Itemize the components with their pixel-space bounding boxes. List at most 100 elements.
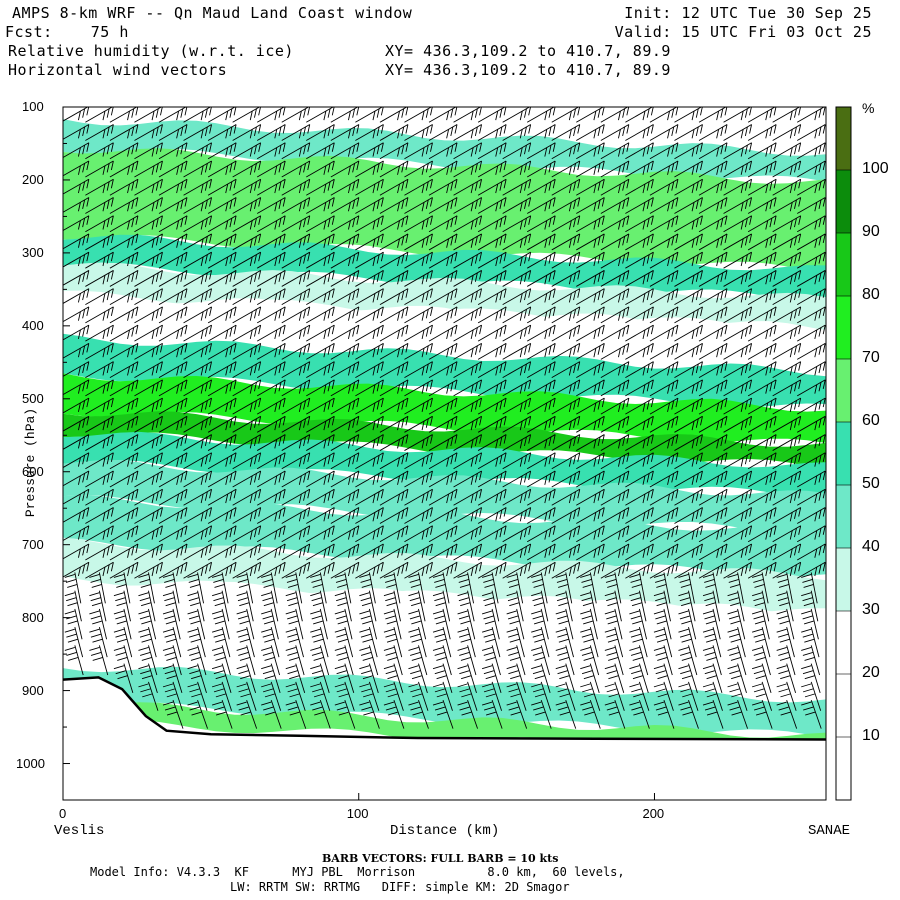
wind-barb [526, 251, 556, 269]
wind-barb [453, 415, 483, 433]
wind-barb [306, 525, 335, 543]
wind-barb [502, 288, 532, 306]
wind-barb [355, 124, 384, 141]
wind-barb [330, 525, 360, 543]
wind-barb [306, 251, 335, 269]
wind-barb [674, 324, 703, 342]
wind-barb [158, 215, 188, 233]
wind-barb [183, 470, 212, 488]
wind-barb [457, 681, 478, 711]
wind-barb [649, 215, 679, 233]
wind-barb [383, 699, 405, 729]
x-axis-label: Distance (km) [390, 823, 500, 839]
wind-barb [109, 270, 139, 287]
wind-barb [89, 572, 106, 604]
wind-barb [330, 142, 360, 160]
wind-barb [477, 324, 507, 342]
wind-barb [183, 488, 212, 506]
wind-barb [653, 572, 671, 604]
wind-barb [576, 142, 605, 160]
wind-barb [211, 663, 232, 694]
wind-barb [477, 488, 507, 506]
wind-barb [526, 397, 556, 415]
colorbar-label: 20 [862, 664, 880, 681]
wind-barb [723, 107, 752, 123]
wind-barb [531, 627, 550, 658]
wind-barb [723, 178, 753, 196]
wind-barb [428, 251, 458, 269]
wind-barb [674, 361, 703, 379]
wind-barb [674, 507, 703, 524]
wind-barb [698, 107, 728, 123]
wind-barb [502, 160, 532, 178]
wind-barb [600, 361, 630, 379]
wind-barb [310, 681, 331, 711]
wind-barb [698, 215, 728, 233]
wind-barb [183, 543, 212, 561]
wind-barb [477, 233, 507, 251]
wind-barb [64, 572, 82, 604]
wind-barb [134, 142, 163, 160]
wind-barb [772, 107, 801, 123]
wind-barb [506, 572, 524, 604]
wind-barb [649, 288, 679, 306]
wind-barb [555, 572, 573, 604]
wind-barb [747, 507, 777, 524]
wind-barb [477, 361, 507, 379]
wind-barb [649, 107, 679, 123]
wind-barb [625, 288, 654, 306]
wind-barb [134, 160, 163, 178]
wind-barb [404, 251, 433, 269]
wind-barb [801, 663, 821, 694]
wind-barb [600, 270, 630, 287]
colorbar-label: 80 [862, 286, 880, 303]
wind-barb [674, 160, 703, 178]
wind-barb [334, 572, 352, 604]
wind-barb [383, 590, 401, 622]
wind-barb [453, 178, 483, 196]
wind-barb [306, 561, 335, 579]
wind-barb [723, 124, 753, 141]
wind-barb [801, 681, 822, 711]
wind-barb [551, 434, 581, 451]
wind-barb [408, 681, 429, 711]
wind-barb [526, 306, 556, 324]
wind-barb [576, 543, 605, 561]
wind-barb [604, 681, 625, 711]
wind-barb [134, 107, 163, 123]
wind-barb [306, 342, 335, 360]
x-tick-label: 200 [642, 806, 665, 821]
wind-barb [158, 561, 188, 579]
wind-barb [723, 415, 753, 433]
wind-barb [63, 452, 90, 469]
wind-barb [306, 379, 335, 397]
wind-barb [355, 397, 384, 415]
wind-barb [698, 525, 728, 543]
wind-barb [629, 699, 650, 729]
wind-barb [232, 415, 262, 433]
wind-barb [477, 142, 507, 160]
wind-barb [306, 215, 335, 233]
colorbar-segment [836, 485, 851, 548]
wind-barb [281, 397, 311, 415]
wind-barb [453, 142, 483, 160]
wind-barb [183, 306, 212, 324]
y-tick-label: 1000 [16, 755, 45, 771]
wind-barb [330, 233, 360, 251]
wind-barb [481, 590, 500, 622]
wind-barb [207, 361, 237, 379]
wind-barb [134, 178, 163, 196]
wind-barb [625, 452, 654, 470]
wind-barb [330, 324, 360, 342]
wind-barb [404, 415, 433, 433]
y-tick-label: 700 [22, 536, 44, 552]
wind-barb [428, 543, 458, 561]
wind-barb [109, 397, 139, 415]
wind-barb [702, 608, 721, 640]
model-title: AMPS 8-km WRF -- Qn Maud Land Coast wind… [12, 4, 413, 22]
wind-barb [649, 525, 679, 543]
wind-barb [330, 452, 360, 470]
wind-barb [477, 561, 507, 579]
wind-barb [211, 608, 230, 640]
wind-barb [796, 107, 826, 123]
